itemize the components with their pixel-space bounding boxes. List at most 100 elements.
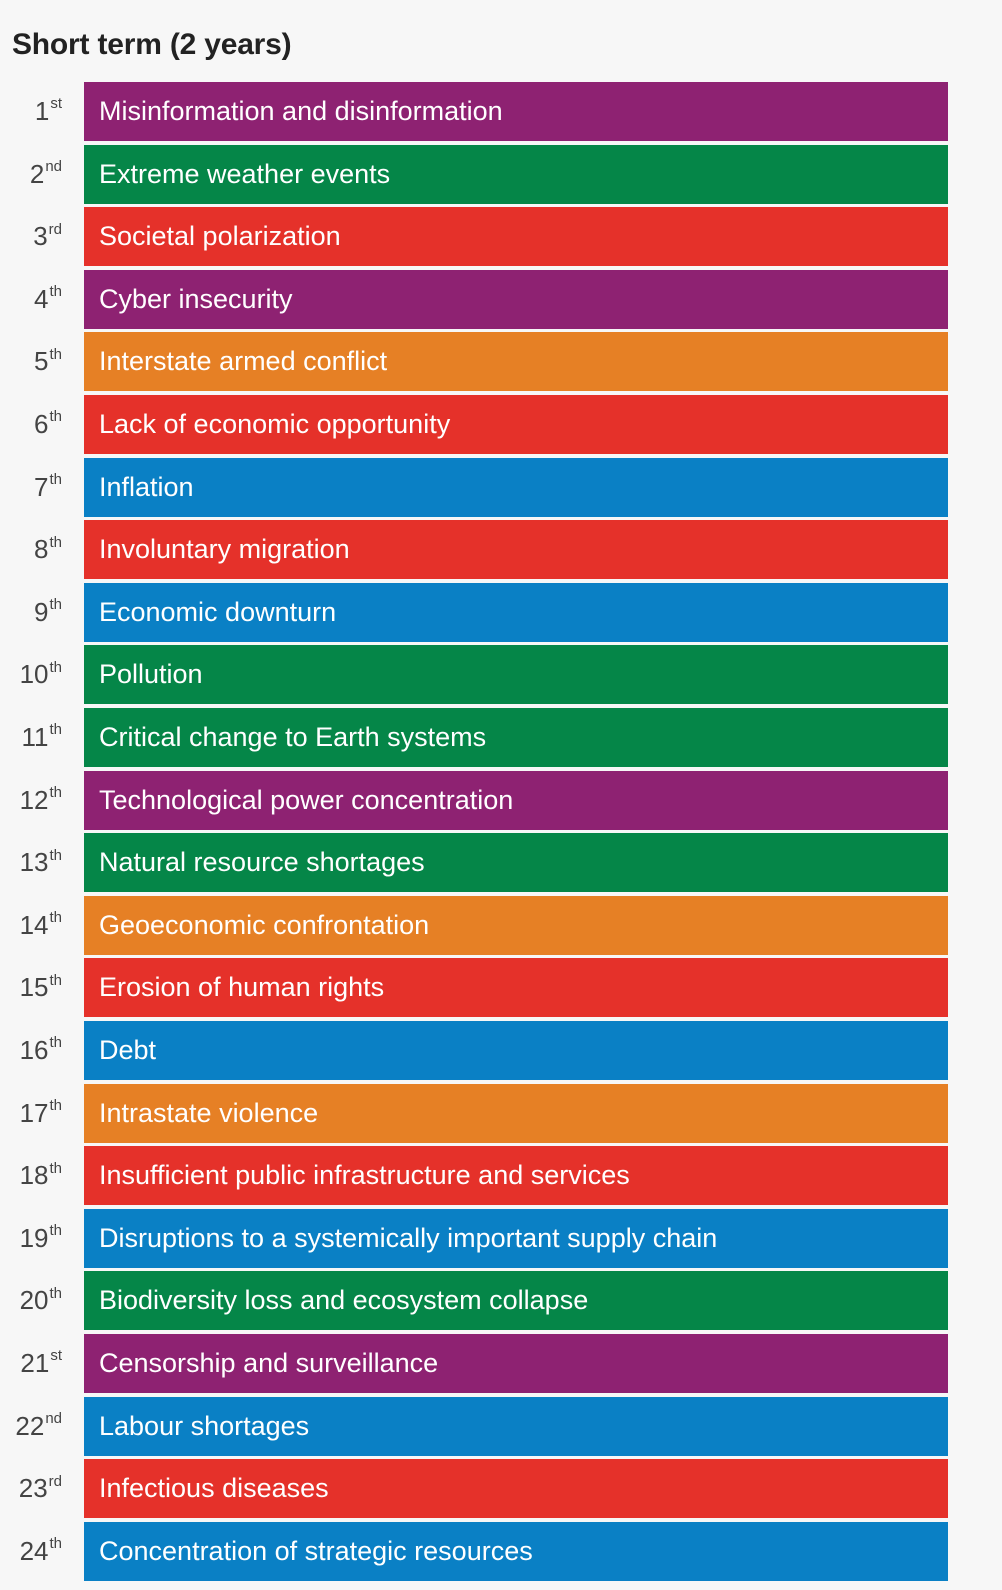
risk-label: Lack of economic opportunity [99, 409, 451, 439]
risk-bar: Pollution [84, 645, 948, 705]
chart-title: Short term (2 years) [12, 28, 292, 61]
risk-label: Disruptions to a systemically important … [99, 1222, 718, 1253]
ranking-row: 2nd Extreme weather events [0, 144, 1002, 204]
rank-number: 4 [34, 283, 49, 314]
ranking-row: 21st Censorship and surveillance [0, 1334, 1002, 1393]
rank-label: 23rd [19, 1473, 62, 1504]
rank-suffix: th [49, 1096, 62, 1114]
rank-label: 14th [20, 909, 62, 941]
rank-label: 24th [20, 1535, 62, 1567]
rank-number: 10 [19, 659, 49, 690]
risk-label: Debt [99, 1035, 157, 1065]
risk-bar: Geoeconomic confrontation [84, 895, 948, 955]
risk-bar: Insufficient public infrastructure and s… [84, 1146, 948, 1206]
rank-label: 22nd [15, 1409, 62, 1442]
risk-bar: Labour shortages [84, 1396, 948, 1456]
ranking-row: 8th Involuntary migration [0, 520, 1002, 580]
ranking-row: 4th Cyber insecurity [0, 269, 1002, 329]
ranking-row: 14th Geoeconomic confrontation [0, 895, 1002, 955]
rank-label: 17th [20, 1096, 62, 1129]
rank-suffix: rd [48, 220, 62, 238]
rank-number: 11 [21, 722, 49, 752]
rank-suffix: th [49, 846, 62, 864]
rank-number: 1 [34, 96, 50, 126]
risk-label: Concentration of strategic resources [99, 1535, 533, 1566]
rank-label: 21st [20, 1347, 62, 1379]
risk-bar: Involuntary migration [84, 520, 948, 580]
rank-number: 23 [18, 1473, 48, 1504]
rank-suffix: th [49, 1159, 62, 1177]
rank-number: 19 [19, 1222, 49, 1253]
risk-bar: Misinformation and disinformation [84, 82, 948, 141]
ranking-row: 1st Misinformation and disinformation [0, 82, 1002, 141]
risk-label: Inflation [99, 471, 194, 502]
rank-suffix: th [49, 909, 62, 927]
rank-suffix: nd [45, 1409, 62, 1427]
risk-bar: Interstate armed conflict [84, 332, 948, 392]
risk-bar: Critical change to Earth systems [84, 708, 948, 767]
rank-number: 6 [34, 409, 49, 439]
rank-label: 20th [20, 1285, 62, 1316]
risk-bar: Technological power concentration [84, 770, 948, 830]
risk-label: Economic downturn [99, 596, 337, 627]
ranking-row: 9th Economic downturn [0, 582, 1002, 642]
risk-bar: Censorship and surveillance [84, 1334, 948, 1393]
rank-label: 3rd [33, 221, 62, 252]
risk-bar: Concentration of strategic resources [84, 1521, 948, 1581]
rank-suffix: th [49, 658, 62, 676]
ranking-row: 15th Erosion of human rights [0, 958, 1002, 1018]
rank-label: 7th [34, 470, 62, 503]
rank-suffix: th [49, 470, 62, 488]
rank-number: 21 [20, 1348, 50, 1378]
ranking-row: 5th Interstate armed conflict [0, 332, 1002, 392]
risk-label: Censorship and surveillance [99, 1348, 439, 1378]
ranking-row: 3rd Societal polarization [0, 207, 1002, 267]
rank-number: 13 [19, 847, 49, 878]
ranking-row: 11th Critical change to Earth systems [0, 708, 1002, 767]
rank-label: 15th [20, 972, 62, 1003]
rank-suffix: th [49, 1222, 62, 1240]
risk-bar: Debt [84, 1021, 948, 1080]
rank-suffix: th [49, 283, 62, 301]
risk-label: Extreme weather events [99, 158, 391, 189]
rank-label: 12th [20, 783, 62, 816]
rank-number: 2 [29, 158, 45, 189]
rank-label: 8th [34, 534, 62, 565]
rank-suffix: st [50, 1347, 62, 1365]
rank-suffix: th [49, 783, 62, 801]
rank-suffix: th [49, 971, 62, 989]
rank-number: 16 [19, 1035, 49, 1065]
rank-suffix: rd [48, 1472, 62, 1490]
risk-bar: Cyber insecurity [84, 269, 948, 329]
rank-label: 18th [20, 1160, 62, 1191]
rank-number: 3 [33, 221, 48, 252]
rank-label: 9th [34, 596, 62, 628]
rank-label: 13th [20, 847, 62, 878]
risk-bar: Natural resource shortages [84, 833, 948, 893]
rank-label: 2nd [29, 157, 62, 190]
rank-label: 4th [34, 283, 62, 315]
risk-bar: Extreme weather events [84, 144, 948, 204]
risk-label: Geoeconomic confrontation [99, 909, 430, 940]
rank-label: 6th [34, 408, 62, 440]
rank-label: 19th [19, 1222, 62, 1254]
rank-number: 20 [19, 1285, 49, 1316]
ranking-row: 6th Lack of economic opportunity [0, 395, 1002, 454]
rank-label: 16th [19, 1034, 62, 1066]
rank-suffix: nd [45, 157, 62, 175]
risk-bar: Intrastate violence [84, 1083, 948, 1143]
rank-number: 18 [19, 1160, 49, 1191]
rank-suffix: th [49, 408, 62, 426]
risk-label: Natural resource shortages [99, 847, 425, 878]
ranking-row: 12th Technological power concentration [0, 770, 1002, 830]
rank-label: 5th [34, 346, 62, 377]
rank-suffix: st [50, 95, 62, 113]
risk-bar: Societal polarization [84, 207, 948, 267]
rank-number: 22 [15, 1410, 45, 1441]
rank-label: 1st [34, 95, 62, 127]
risk-bar: Disruptions to a systemically important … [84, 1208, 948, 1268]
ranking-row: 18th Insufficient public infrastructure a… [0, 1146, 1002, 1206]
ranking-row: 16th Debt [0, 1021, 1002, 1080]
risk-bar: Lack of economic opportunity [84, 395, 948, 454]
rank-suffix: th [49, 596, 62, 614]
